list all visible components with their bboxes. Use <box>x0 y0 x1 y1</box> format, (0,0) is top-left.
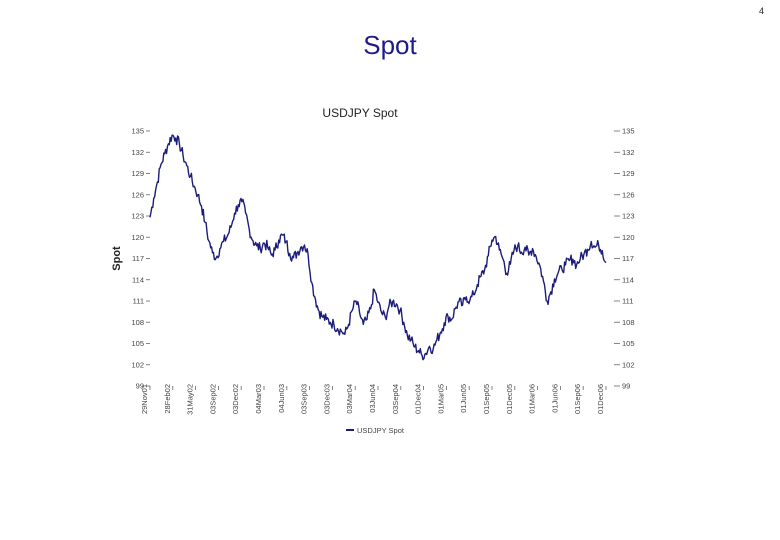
x-tick-label: 01Dec04 <box>414 384 423 414</box>
left-y-tick-label: 132 <box>131 148 144 157</box>
left-y-tick-label: 108 <box>131 318 144 327</box>
x-tick-label: 04Jun03 <box>277 384 286 413</box>
series-line-usdjpy-spot <box>149 134 607 361</box>
x-tick-label: 28Feb02 <box>163 384 172 414</box>
x-tick-label: 03Mar04 <box>345 384 354 414</box>
x-tick-label: 03Dec03 <box>322 384 331 414</box>
right-y-tick-label: 105 <box>622 339 635 348</box>
right-y-tick-label: 132 <box>622 148 635 157</box>
x-tick-label: 01Dec06 <box>596 384 605 414</box>
right-y-tick-label: 120 <box>622 233 635 242</box>
right-y-tick-label: 135 <box>622 127 635 136</box>
left-y-tick-label: 117 <box>132 254 144 263</box>
x-tick-label: 01Jun06 <box>550 384 559 413</box>
x-tick-label: 01Dec05 <box>505 384 514 414</box>
right-y-tick-label: 99 <box>622 382 630 391</box>
right-y-tick-label: 102 <box>622 360 635 369</box>
x-tick-label: 01Sep06 <box>573 384 582 414</box>
left-y-axis: 135 132 129 126 123 120 117 114 111 108 105 102 99 <box>131 127 150 391</box>
x-tick-label: 01Mar06 <box>528 384 537 414</box>
x-tick-label: 31May02 <box>186 384 195 415</box>
left-y-tick-label: 111 <box>133 297 144 306</box>
right-y-axis: 135 132 129 126 123 120 117 114 111 108 105 102 99 <box>614 127 635 391</box>
slide-title: Spot <box>363 30 417 60</box>
x-tick-label: 01Mar05 <box>436 384 445 414</box>
left-y-tick-label: 126 <box>131 190 144 199</box>
right-y-tick-label: 111 <box>622 297 633 306</box>
left-y-tick-label: 129 <box>131 169 144 178</box>
left-y-tick-label: 120 <box>131 233 144 242</box>
x-tick-label: 03Sep04 <box>391 384 400 414</box>
legend-label: USDJPY Spot <box>357 426 405 435</box>
x-tick-label: 03Sep03 <box>300 384 309 414</box>
x-tick-label: 03Jun04 <box>368 384 377 413</box>
right-y-tick-label: 129 <box>622 169 635 178</box>
x-tick-label: 01Jun05 <box>459 384 468 413</box>
left-y-tick-label: 99 <box>136 382 144 391</box>
right-y-tick-label: 114 <box>622 275 634 284</box>
page-number: 4 <box>758 6 764 16</box>
left-y-tick-label: 102 <box>131 360 144 369</box>
x-tick-label: 01Sep05 <box>482 384 491 414</box>
left-y-tick-label: 114 <box>132 275 144 284</box>
x-axis: 29Nov01 28Feb02 31May02 03Sep02 03Dec02 04Mar… <box>140 384 607 415</box>
x-tick-label: 04Mar03 <box>254 384 263 414</box>
y-axis-label: Spot <box>111 246 123 271</box>
left-y-tick-label: 105 <box>131 339 144 348</box>
x-tick-label: 29Nov01 <box>140 384 149 414</box>
right-y-tick-label: 108 <box>622 318 635 327</box>
legend: USDJPY Spot <box>346 426 405 435</box>
right-y-tick-label: 123 <box>622 212 635 221</box>
x-tick-label: 03Dec02 <box>231 384 240 414</box>
series-group <box>149 134 607 361</box>
left-y-tick-label: 123 <box>131 212 144 221</box>
right-y-tick-label: 117 <box>622 254 634 263</box>
left-y-tick-label: 135 <box>131 127 144 136</box>
chart-title: USDJPY Spot <box>322 106 398 120</box>
right-y-tick-label: 126 <box>622 190 635 199</box>
x-tick-label: 03Sep02 <box>208 384 217 414</box>
